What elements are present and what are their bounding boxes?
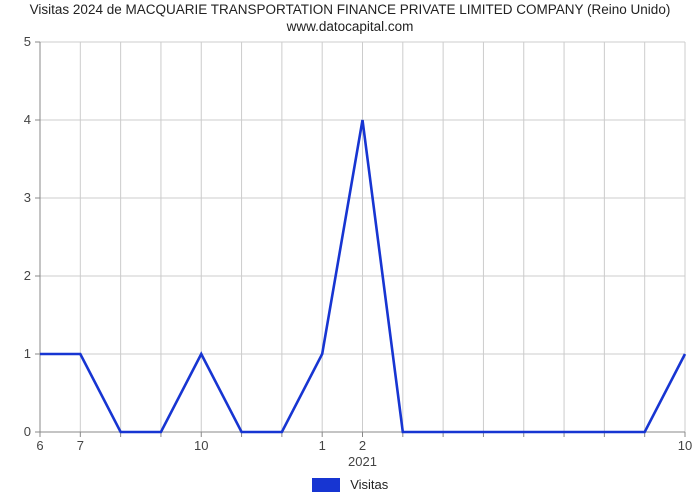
svg-text:6: 6 bbox=[36, 438, 43, 453]
svg-text:1: 1 bbox=[24, 346, 31, 361]
svg-text:2: 2 bbox=[359, 438, 366, 453]
chart-svg: 0 1 2 3 4 5 6 7 10 1 2 10 2021 bbox=[0, 0, 700, 470]
chart-container: Visitas 2024 de MACQUARIE TRANSPORTATION… bbox=[0, 0, 700, 500]
svg-text:7: 7 bbox=[77, 438, 84, 453]
svg-text:10: 10 bbox=[678, 438, 692, 453]
svg-text:0: 0 bbox=[24, 424, 31, 439]
svg-text:5: 5 bbox=[24, 34, 31, 49]
legend-swatch bbox=[312, 478, 340, 492]
svg-text:4: 4 bbox=[24, 112, 31, 127]
svg-text:2021: 2021 bbox=[348, 454, 377, 469]
svg-text:1: 1 bbox=[319, 438, 326, 453]
legend: Visitas bbox=[0, 476, 700, 494]
svg-text:3: 3 bbox=[24, 190, 31, 205]
svg-text:2: 2 bbox=[24, 268, 31, 283]
svg-text:10: 10 bbox=[194, 438, 208, 453]
legend-label: Visitas bbox=[350, 477, 388, 492]
